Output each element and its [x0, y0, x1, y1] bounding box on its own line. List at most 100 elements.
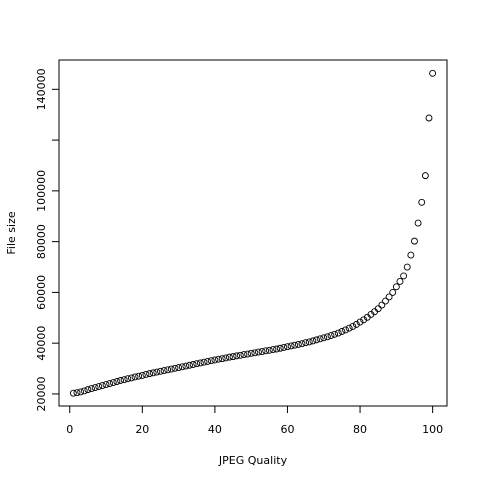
x-tick-label: 60 [280, 423, 294, 436]
point [320, 334, 328, 342]
point [313, 336, 320, 344]
point [193, 360, 201, 368]
point [95, 383, 103, 391]
x-axis-label: JPEG Quality [218, 454, 288, 467]
point [400, 272, 408, 280]
point [109, 379, 117, 386]
point [254, 348, 262, 356]
point [186, 361, 193, 369]
point [164, 366, 172, 374]
point [342, 326, 349, 334]
point [240, 351, 248, 359]
point [378, 301, 386, 309]
point [349, 322, 357, 330]
point [421, 172, 429, 180]
point [392, 283, 400, 291]
point [251, 349, 259, 357]
point [411, 237, 418, 245]
point [127, 374, 135, 382]
point [309, 337, 317, 345]
point [265, 346, 273, 354]
point [196, 359, 204, 367]
point [160, 367, 168, 375]
x-tick-label: 40 [208, 423, 222, 436]
point [374, 305, 382, 313]
point [338, 328, 346, 335]
point [236, 351, 244, 359]
point [146, 370, 154, 378]
point [323, 333, 331, 341]
point [356, 318, 364, 326]
point [425, 114, 433, 122]
point [207, 357, 215, 365]
y-tick-label: 20000 [35, 376, 48, 411]
point [84, 386, 92, 394]
point [418, 198, 426, 206]
point [135, 372, 143, 380]
x-tick-label: 20 [135, 423, 149, 436]
point [269, 346, 277, 353]
point [276, 344, 284, 352]
plot-frame [58, 59, 448, 407]
point [153, 368, 161, 376]
point [218, 355, 226, 363]
point [200, 358, 208, 366]
point [331, 330, 339, 338]
point [171, 364, 179, 372]
x-tick-label: 100 [422, 423, 443, 436]
point [120, 376, 128, 384]
point [287, 342, 295, 350]
point [88, 385, 95, 393]
point [157, 367, 164, 375]
point [291, 341, 299, 349]
point [352, 320, 360, 328]
point [284, 343, 291, 351]
point [182, 362, 190, 370]
x-tick-label: 80 [353, 423, 367, 436]
y-axis-label: File size [5, 211, 18, 254]
point [316, 335, 324, 343]
point [178, 363, 186, 371]
point [229, 353, 237, 361]
point [131, 373, 139, 381]
point [302, 339, 310, 347]
point [117, 377, 124, 384]
point [222, 354, 230, 362]
y-tick-label: 80000 [35, 224, 48, 259]
point [204, 357, 212, 365]
point [389, 288, 397, 296]
point [138, 371, 146, 379]
point [385, 293, 393, 301]
point [262, 347, 270, 355]
point [69, 389, 77, 397]
y-tick-label: 60000 [35, 275, 48, 310]
y-tick-label: 140000 [35, 68, 48, 110]
point [102, 381, 110, 388]
point [429, 69, 437, 77]
point [106, 380, 114, 387]
point [113, 378, 121, 385]
point [98, 382, 106, 390]
y-tick-label: 100000 [35, 170, 48, 212]
point [91, 384, 99, 392]
point [258, 348, 266, 355]
point [73, 389, 81, 397]
point [211, 356, 219, 364]
point [225, 353, 233, 361]
point [247, 349, 255, 357]
point [327, 332, 335, 340]
point [167, 365, 175, 373]
point [305, 338, 313, 346]
point [244, 350, 252, 358]
point [233, 352, 241, 360]
point [403, 263, 411, 271]
point [124, 375, 132, 383]
point [77, 388, 85, 396]
point [175, 364, 183, 371]
point [382, 297, 389, 305]
point [298, 340, 306, 348]
point [80, 387, 88, 395]
point [334, 329, 342, 337]
point [345, 324, 353, 332]
